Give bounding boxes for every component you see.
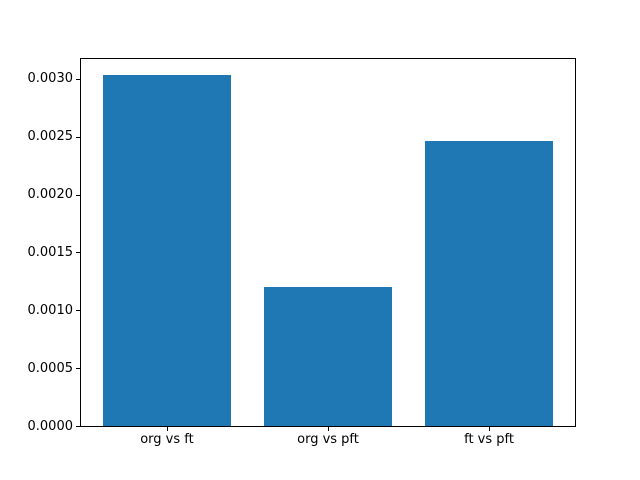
y-tick-label: 0.0000 — [27, 418, 74, 434]
y-tick-mark — [76, 310, 80, 312]
y-tick-mark — [76, 194, 80, 196]
plot-area — [80, 58, 576, 427]
x-tick-label-org-vs-ft: org vs ft — [140, 432, 194, 447]
x-tick-mark — [328, 427, 329, 431]
y-tick-mark — [76, 426, 80, 427]
bar-org-vs-pft — [263, 287, 393, 426]
x-tick-label-org-vs-pft: org vs pft — [297, 432, 359, 447]
x-tick-mark — [166, 427, 168, 431]
y-tick-label: 0.0030 — [27, 71, 74, 87]
y-tick-mark — [76, 136, 80, 138]
y-tick-mark — [76, 78, 80, 80]
y-tick-label: 0.0010 — [27, 302, 74, 318]
bar-org-vs-ft — [102, 75, 232, 426]
y-tick-label: 0.0005 — [27, 360, 74, 376]
y-tick-mark — [76, 368, 80, 370]
y-tick-label: 0.0025 — [27, 129, 74, 145]
x-tick-label-ft-vs-pft: ft vs pft — [464, 432, 514, 447]
bar-ft-vs-pft — [424, 141, 554, 426]
y-tick-mark — [76, 252, 80, 254]
x-tick-mark — [489, 427, 491, 431]
y-tick-label: 0.0020 — [27, 187, 74, 203]
y-tick-label: 0.0015 — [27, 244, 74, 260]
